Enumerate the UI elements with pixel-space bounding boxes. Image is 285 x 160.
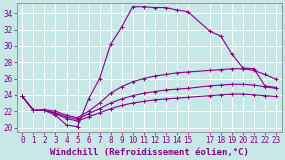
X-axis label: Windchill (Refroidissement éolien,°C): Windchill (Refroidissement éolien,°C) <box>50 148 249 156</box>
